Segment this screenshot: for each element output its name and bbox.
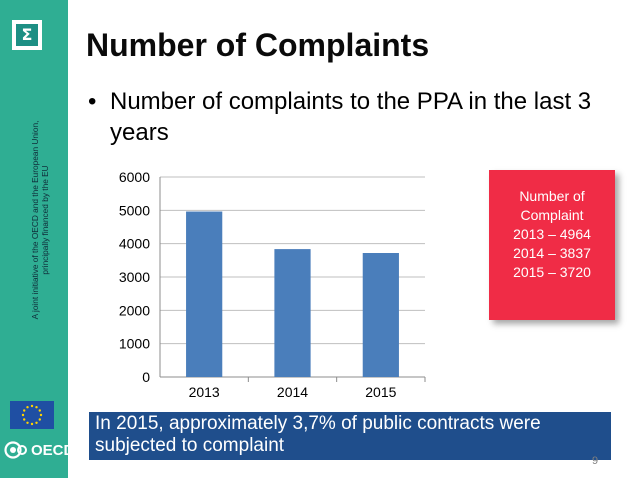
x-tick-label: 2014: [277, 384, 308, 398]
bar-2015: [362, 253, 399, 377]
eu-star: [35, 421, 38, 424]
sidebar: Σ A joint initiative of the OECD and the…: [0, 0, 74, 478]
x-tick-label: 2013: [189, 384, 220, 398]
page-number: 9: [592, 455, 599, 467]
callout-line: 2014 – 3837: [513, 245, 591, 261]
bullet-marker: •: [88, 88, 97, 115]
callout-line: Number of: [519, 188, 585, 204]
sidebar-text-line1: A joint initiative of the OECD and the E…: [30, 120, 40, 320]
y-tick-label: 2000: [119, 302, 150, 318]
oecd-logo: OECD: [4, 441, 74, 459]
eu-star: [38, 409, 41, 412]
sidebar-vertical-text: A joint initiative of the OECD and the E…: [30, 75, 50, 365]
eu-star: [21, 413, 25, 417]
footer-note: In 2015, approximately 3,7% of public co…: [89, 412, 611, 460]
complaints-bar-chart: 0 1000 2000 3000 4000 5000 6000 2013 2014 2015: [119, 169, 426, 398]
bar-2013: [186, 211, 223, 377]
footer-note-line2: subjected to complaint: [95, 435, 285, 456]
callout-line: 2015 – 3720: [513, 264, 591, 280]
oecd-emblem-icon: [4, 441, 27, 459]
eu-star: [30, 404, 34, 408]
y-tick-label: 6000: [119, 169, 150, 185]
callout-line: Complaint: [520, 207, 584, 223]
sigma-logo-symbol: Σ: [16, 24, 38, 46]
eu-star: [38, 418, 41, 421]
y-tick-label: 4000: [119, 236, 150, 252]
callout-line: 2013 – 4964: [513, 226, 591, 242]
eu-flag-icon: [10, 401, 54, 429]
oecd-label: OECD: [31, 441, 75, 459]
sigma-logo: Σ: [12, 20, 42, 50]
complaint-callout: Number of Complaint 2013 – 4964 2014 – 3…: [489, 170, 615, 320]
bullet-text: Number of complaints to the PPA in the l…: [110, 88, 592, 146]
sidebar-text-line2: principally financed by the EU: [40, 165, 50, 275]
eu-star: [23, 409, 26, 412]
eu-star: [26, 406, 29, 409]
y-tick-label: 5000: [119, 202, 150, 218]
eu-star: [26, 421, 29, 424]
eu-star: [39, 413, 43, 417]
y-tick-label: 3000: [119, 269, 150, 285]
eu-star: [35, 406, 38, 409]
slide-title: Number of Complaints: [86, 27, 430, 63]
y-tick-label: 0: [142, 369, 150, 385]
x-tick-label: 2015: [365, 384, 396, 398]
bar-2014: [274, 249, 311, 377]
y-tick-label: 1000: [119, 336, 150, 352]
footer-note-line1: In 2015, approximately 3,7% of public co…: [95, 413, 541, 434]
eu-star: [23, 418, 26, 421]
eu-star: [30, 422, 34, 426]
